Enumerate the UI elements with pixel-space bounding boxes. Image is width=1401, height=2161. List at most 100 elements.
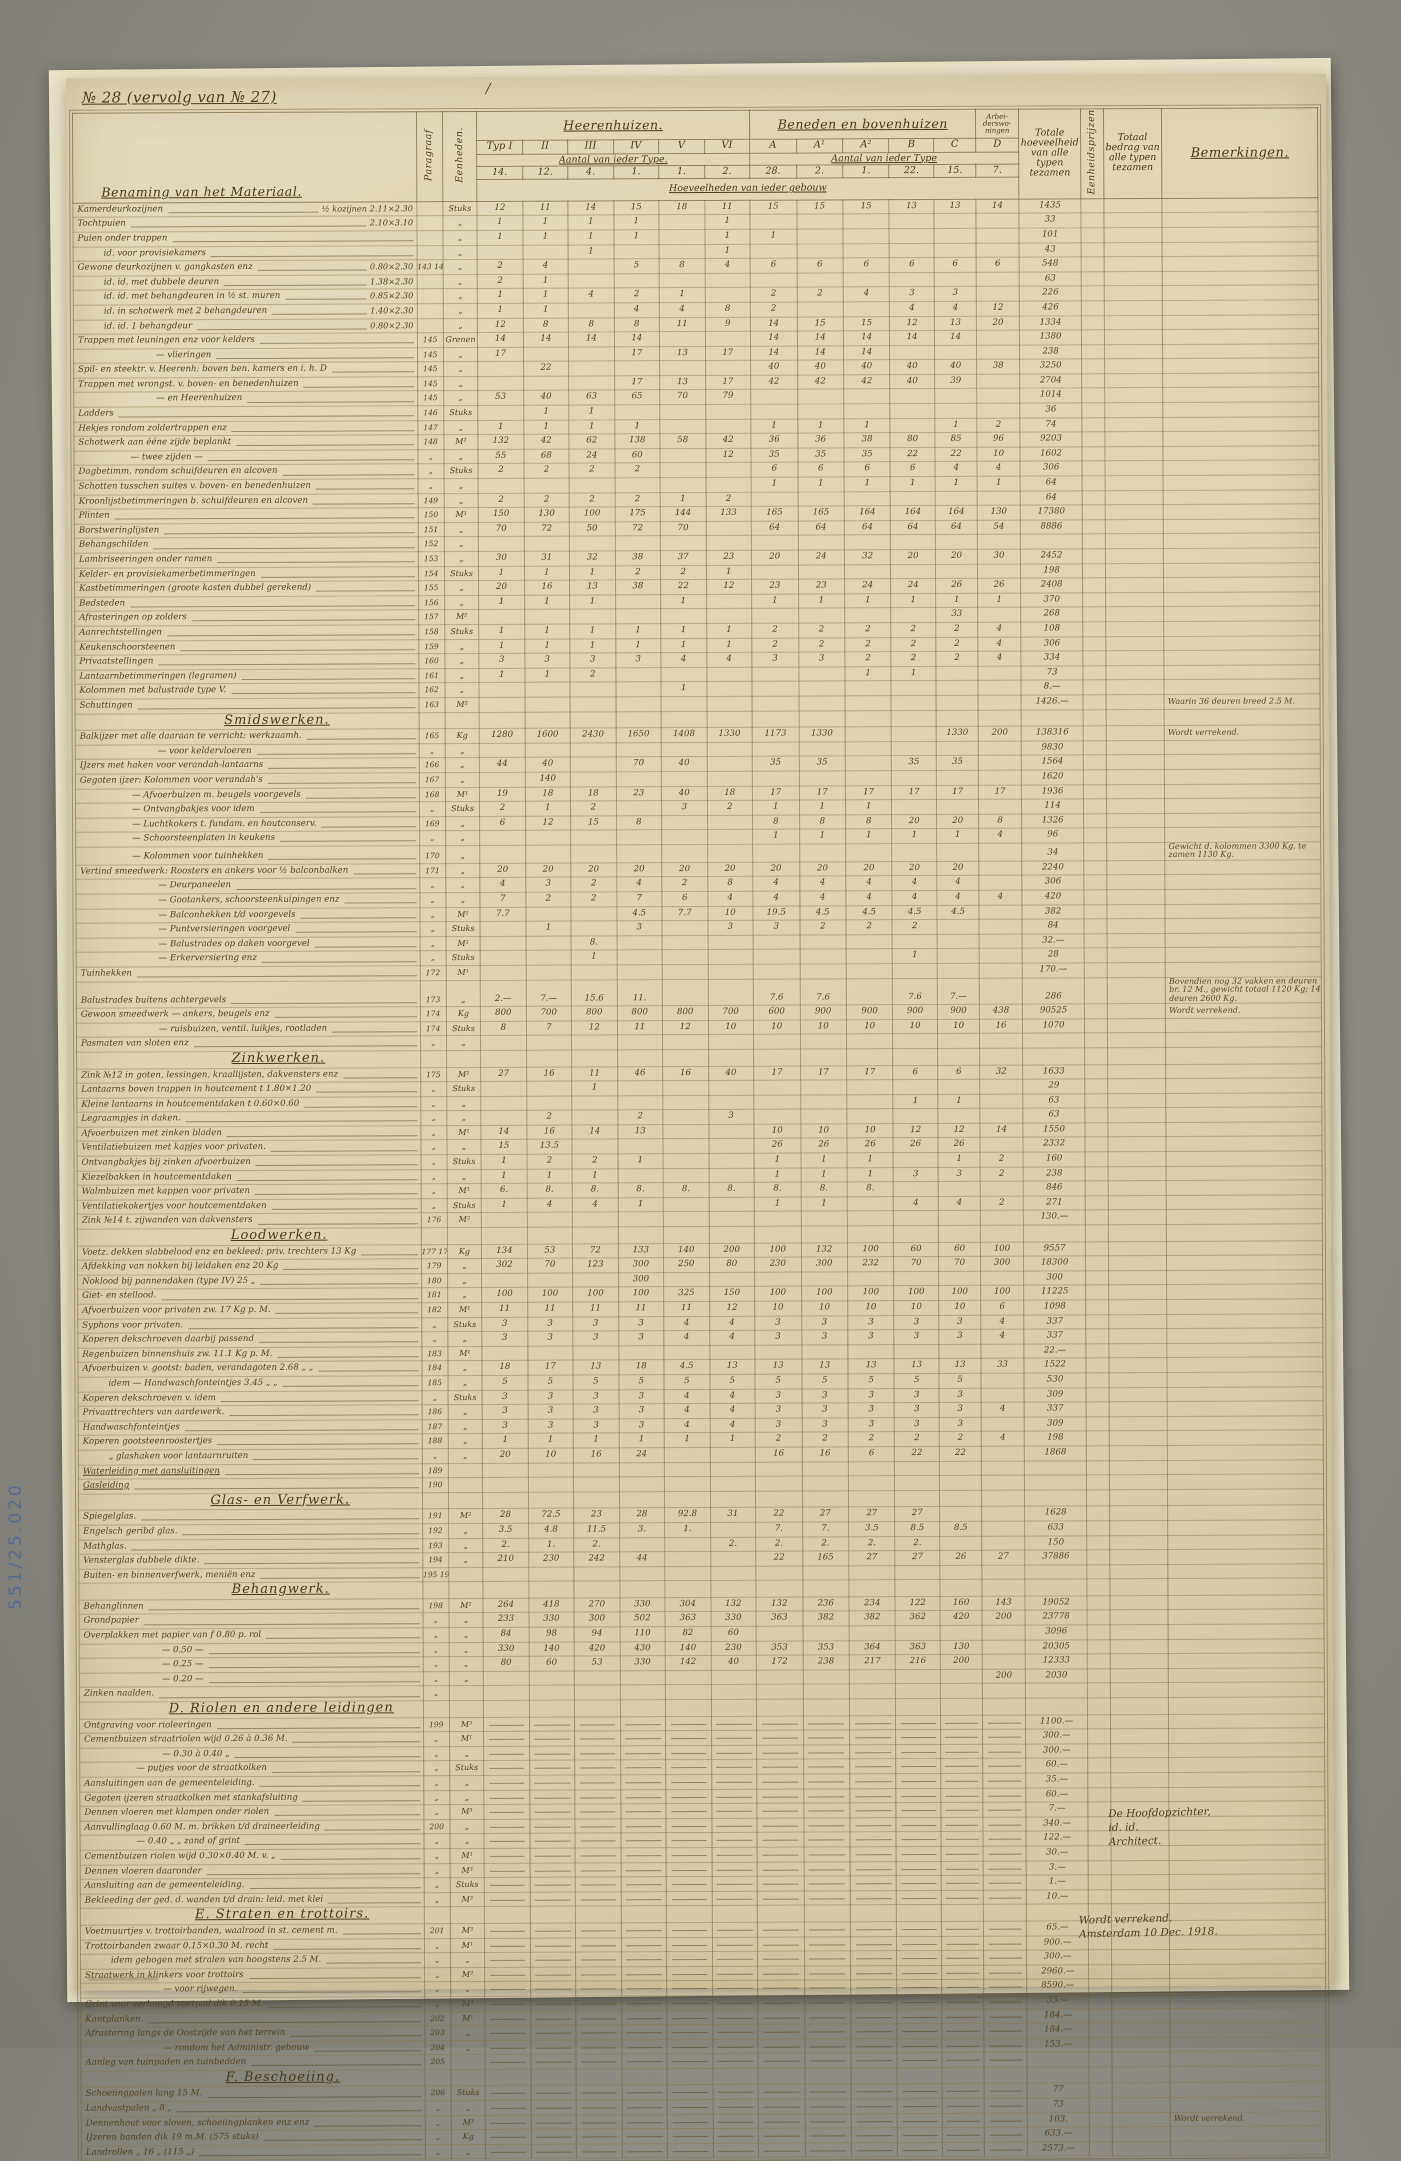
quantity-cell: 164 <box>935 505 978 521</box>
quantity-cell <box>479 772 526 787</box>
quantity-cell <box>897 1965 942 1980</box>
total-quantity: 334 <box>1020 650 1084 666</box>
remark <box>1166 1194 1323 1210</box>
quantity-cell <box>621 2143 668 2159</box>
quantity-cell <box>850 2023 898 2039</box>
total-amount-cell <box>1104 314 1163 330</box>
unit: „ <box>447 1331 483 1347</box>
quantity-cell <box>525 906 572 922</box>
total-amount-cell <box>1103 300 1163 316</box>
total-amount-cell <box>1104 431 1164 447</box>
quantity-cell <box>660 477 706 493</box>
quantity-cell <box>570 742 616 758</box>
quantity-cell: 1 <box>659 287 705 303</box>
unit: „ <box>447 1360 483 1376</box>
paragraaf-ref: „ <box>420 1081 447 1097</box>
quantity-cell: 3 <box>616 920 663 936</box>
material-label: Bekleeding der ged. d. wanden t/d drain:… <box>80 1892 424 1909</box>
quantity-cell: 10 <box>846 1019 893 1035</box>
paragraaf-ref: 167 <box>418 772 446 788</box>
quantity-cell: 1 <box>568 404 615 420</box>
unit-price-cell <box>1083 636 1106 651</box>
quantity-cell: 16 <box>801 1446 849 1462</box>
quantity-cell: 20 <box>707 862 753 877</box>
quantity-cell <box>897 1979 942 1995</box>
remark <box>1166 1150 1323 1167</box>
quantity-cell <box>984 2083 1027 2099</box>
unit-price-cell <box>1083 694 1106 710</box>
paragraaf-ref: „ <box>419 830 446 846</box>
cell-empty <box>663 1226 709 1244</box>
total-quantity: 2960.— <box>1026 1964 1090 1980</box>
quantity-cell <box>798 666 845 682</box>
quantity-cell: 1 <box>977 592 1021 608</box>
quantity-cell: 10 <box>892 1019 938 1034</box>
quantity-cell <box>981 1506 1025 1522</box>
quantity-cell <box>667 2128 713 2144</box>
quantity-cell: 2 <box>478 463 524 479</box>
quantity-cell <box>663 1168 709 1183</box>
quantity-cell <box>483 1671 529 1686</box>
quantity-cell <box>851 2127 898 2143</box>
total-amount-cell <box>1107 1018 1166 1034</box>
page-title: № 28 (vervolg van № 27) <box>81 87 277 107</box>
unit: M¹ <box>445 786 480 802</box>
quantity-cell: 26 <box>893 1137 938 1153</box>
quantity-cell: 3 <box>482 1419 528 1434</box>
material-label: — Balconhekken t/d voorgevels <box>75 907 420 924</box>
material-label: id. id. 1 behangdeur 0.80×2.30 <box>73 318 418 335</box>
quantity-cell: 5 <box>755 1374 802 1389</box>
quantity-cell <box>709 1345 755 1360</box>
quantity-cell: 123 <box>572 1258 619 1273</box>
cell-empty <box>1087 1579 1110 1596</box>
quantity-cell <box>979 919 1022 935</box>
material-label: — en Heerenhuizen <box>73 391 418 408</box>
remark <box>1163 576 1320 593</box>
quantity-cell: 11 <box>572 1301 619 1317</box>
quantity-cell <box>621 2128 668 2144</box>
total-quantity: 1014 <box>1019 388 1083 404</box>
quantity-cell <box>712 1995 758 2010</box>
material-label: Grondpapier <box>79 1613 423 1630</box>
quantity-cell <box>981 1521 1025 1536</box>
quantity-cell <box>661 829 708 845</box>
quantity-cell: 50 <box>569 521 615 537</box>
paragraaf-ref: 148 <box>417 434 444 450</box>
unit: Stuks <box>450 1877 485 1893</box>
quantity-cell <box>978 607 1021 623</box>
quantity-cell: 3 <box>847 1329 895 1345</box>
cell-empty <box>1166 1223 1323 1242</box>
unit: „ <box>443 288 478 304</box>
remark <box>1169 1888 1326 1904</box>
quantity-cell <box>801 1461 849 1477</box>
total-quantity: 108 <box>1020 621 1084 637</box>
total-quantity: 36 <box>1019 402 1083 418</box>
unit-price-cell <box>1086 1358 1109 1373</box>
material-label: Puien onder trappen <box>73 230 417 247</box>
quantity-cell <box>797 491 845 507</box>
material-label: Noklood bij pannendaken (type IV) 25 „ <box>77 1273 422 1290</box>
quantity-cell: 17 <box>705 345 751 361</box>
unit: „ <box>446 980 481 1007</box>
quantity-cell: 70 <box>527 1258 573 1274</box>
quantity-cell <box>983 1935 1027 1951</box>
quantity-cell: 14 <box>477 332 524 348</box>
unit-price-cell <box>1083 665 1106 681</box>
total-quantity: 306 <box>1019 461 1083 477</box>
material-label: Hekjes rondom zoldertrappen enz <box>73 420 418 437</box>
total-amount-cell <box>1110 1714 1169 1729</box>
quantity-cell <box>979 875 1022 891</box>
quantity-cell <box>977 490 1021 506</box>
quantity-cell: 300 <box>980 1256 1024 1272</box>
unit-price-cell <box>1082 504 1105 520</box>
quantity-cell <box>851 2113 898 2129</box>
quantity-cell <box>891 726 937 742</box>
quantity-cell: 4 <box>893 1196 939 1212</box>
quantity-cell: 27 <box>982 1550 1025 1565</box>
material-label: Voetmuurtjes v. trottoirbanden, waalrood… <box>80 1923 425 1940</box>
total-quantity: 309 <box>1023 1387 1087 1403</box>
cell-empty <box>617 1049 663 1067</box>
quantity-cell: 8 <box>752 814 800 830</box>
quantity-cell <box>525 935 572 951</box>
cell-empty <box>576 2068 622 2086</box>
